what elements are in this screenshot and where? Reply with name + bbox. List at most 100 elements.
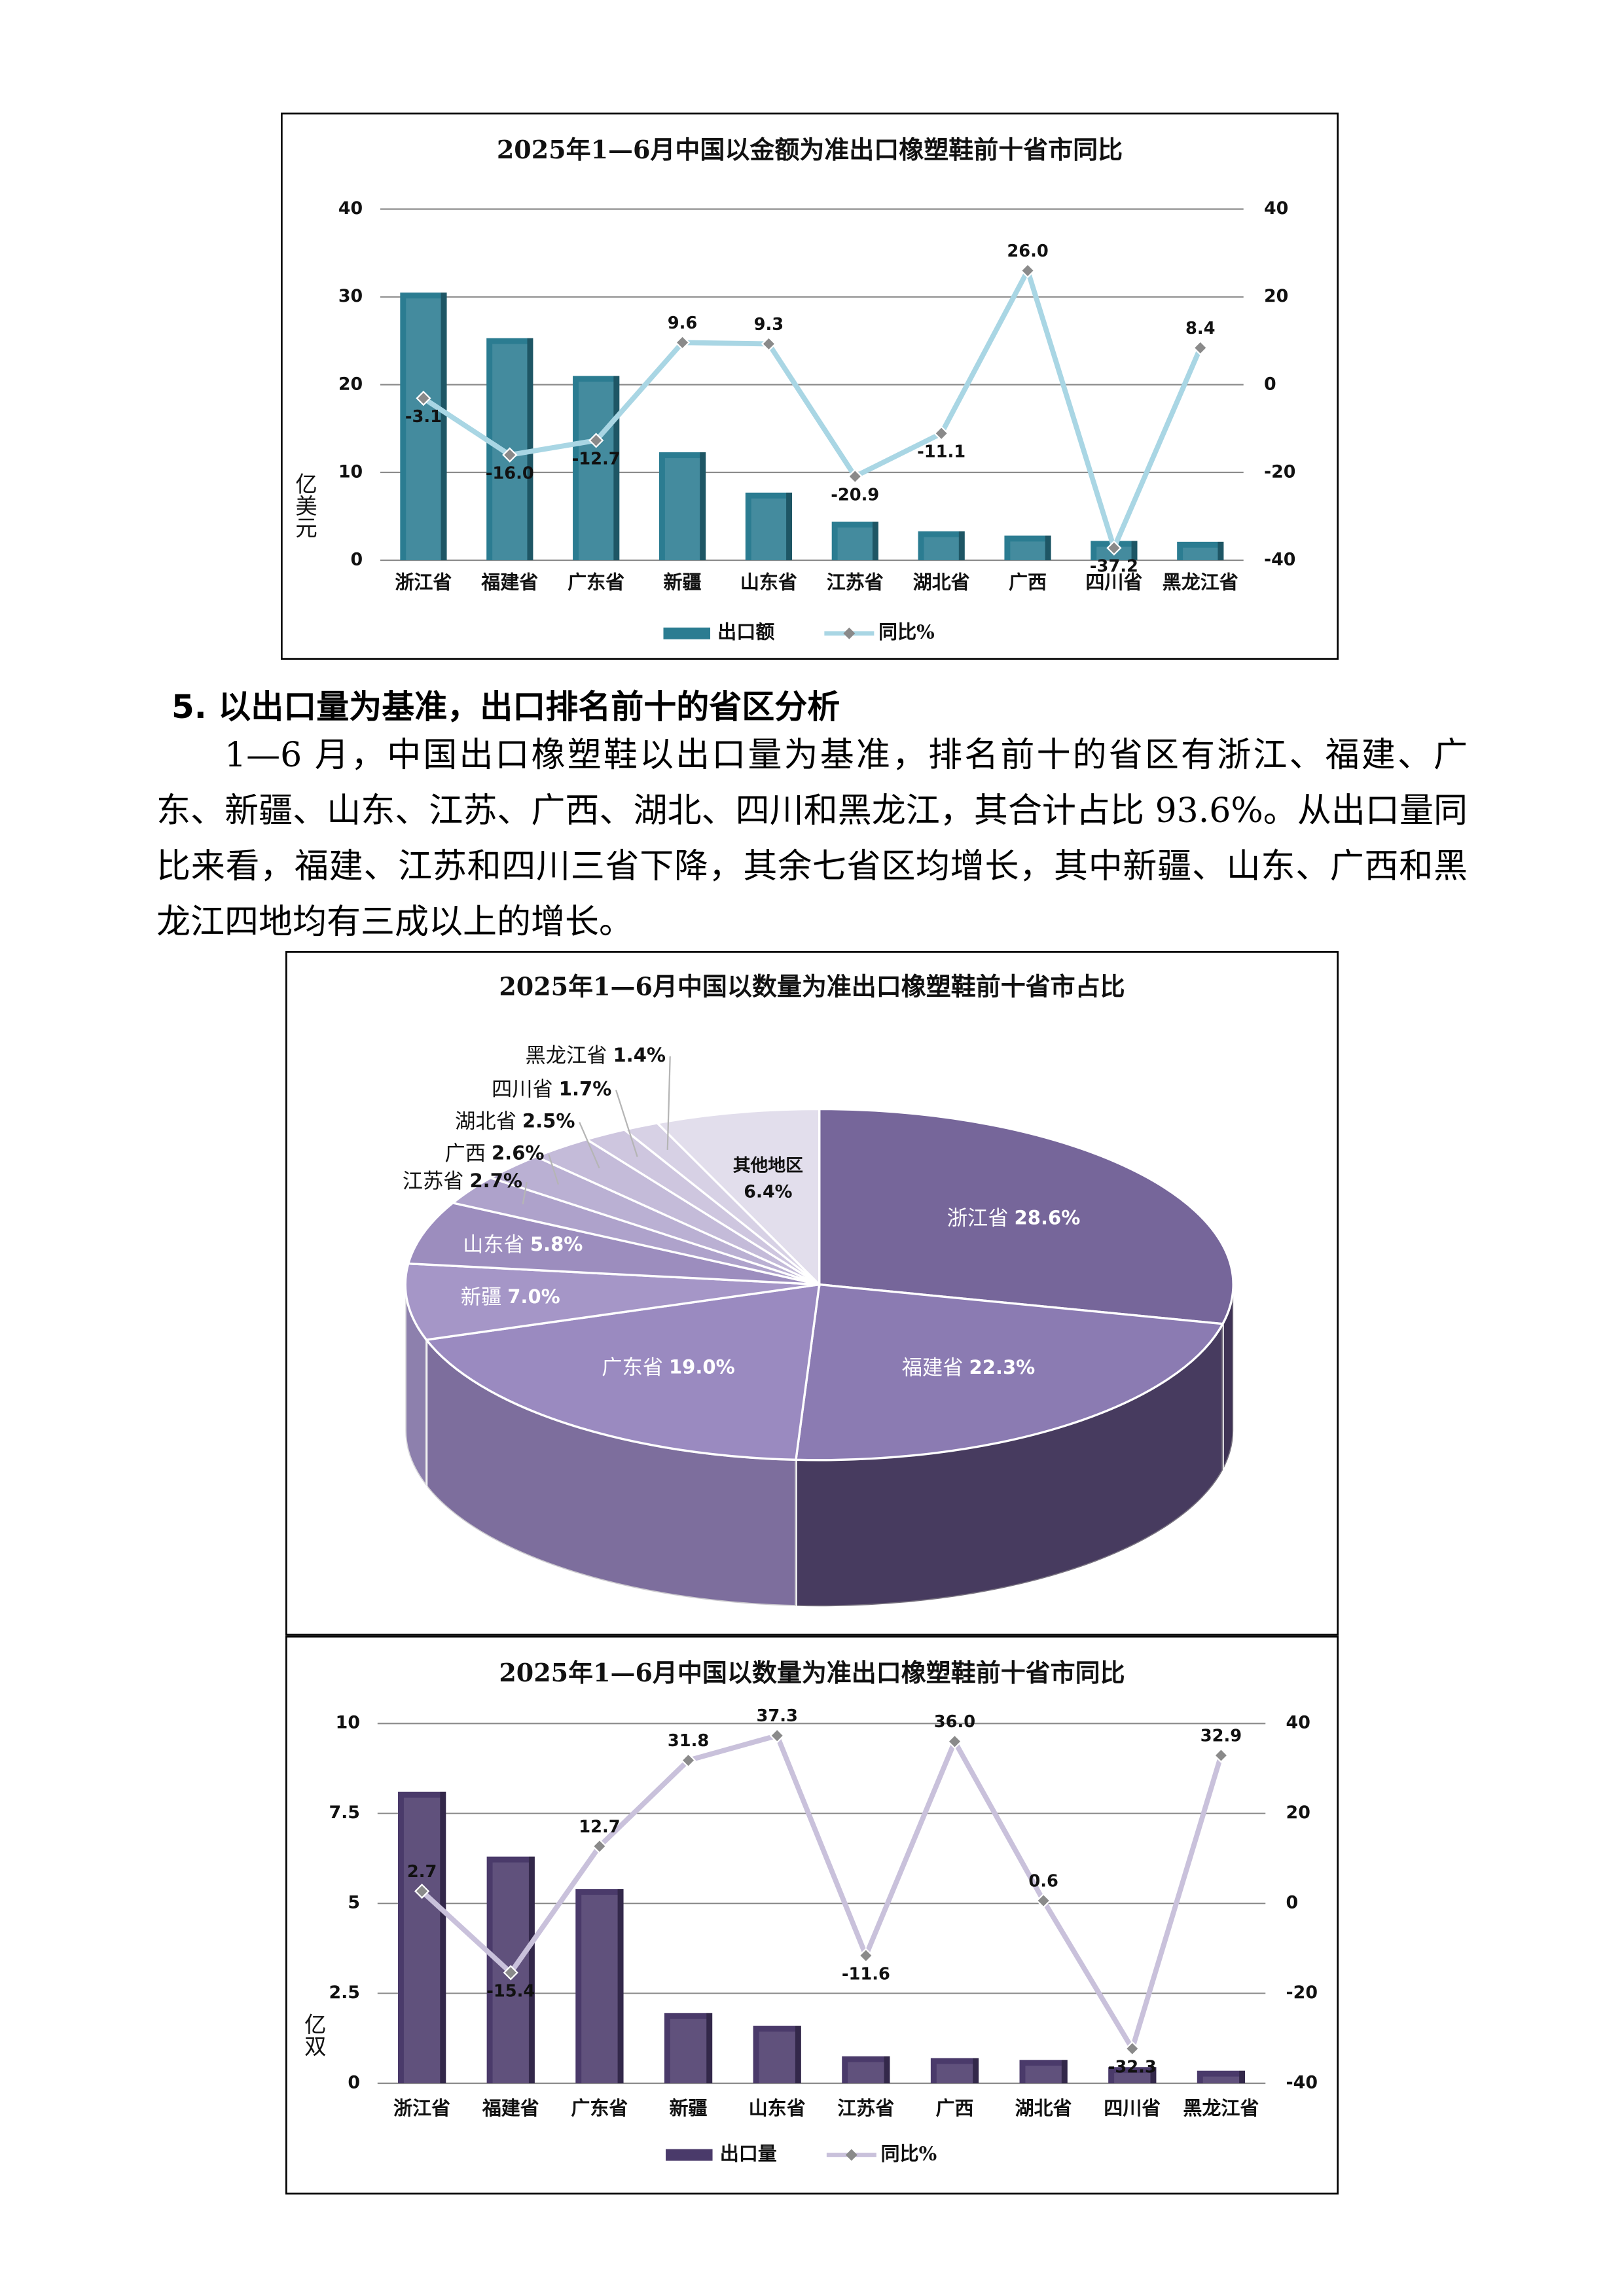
slice-category: 四川省 xyxy=(492,1077,553,1101)
legend-swatch xyxy=(666,2149,713,2161)
data-label: 26.0 xyxy=(1007,242,1048,261)
bar xyxy=(664,2013,713,2083)
bar-edge xyxy=(973,2058,979,2083)
chart-frame xyxy=(281,113,1339,660)
line-marker xyxy=(1020,262,1036,279)
y-tick-label: 0 xyxy=(348,2072,360,2092)
line-marker xyxy=(1106,540,1122,556)
bar-edge xyxy=(958,531,965,560)
x-tick-label: 江苏省 xyxy=(837,2097,894,2119)
bar xyxy=(573,376,620,560)
slice-label: 新疆 7.0% xyxy=(461,1285,560,1308)
slice-value: 2.5% xyxy=(522,1110,575,1132)
x-tick-label: 湖北省 xyxy=(913,571,970,594)
bar-edge xyxy=(528,1856,535,2083)
bar-bevel xyxy=(1025,2066,1062,2083)
data-label: 9.3 xyxy=(754,315,784,334)
chart-quantity-yoy: 2025年1—6月中国以数量为准出口橡塑鞋前十省市同比 0 2.5 5 7.5 10 -40… xyxy=(285,1636,1339,2195)
slice-label: 湖北省 2.5% xyxy=(455,1109,575,1133)
line-marker xyxy=(1213,1748,1229,1763)
slice-label: 浙江省 28.6% xyxy=(947,1206,1081,1230)
line-marker xyxy=(592,1839,607,1854)
bar-bevel xyxy=(848,2062,884,2083)
y2-tick-label: -20 xyxy=(1264,461,1295,482)
legend-label: 出口量 xyxy=(720,2142,777,2164)
y2-tick-label: 40 xyxy=(1264,198,1288,219)
pie-slice xyxy=(795,1283,1225,1462)
x-tick-label: 山东省 xyxy=(749,2097,806,2119)
y-tick-label: 5 xyxy=(348,1893,360,1913)
slice-value: 6.4% xyxy=(744,1182,792,1202)
bar-bevel xyxy=(1010,541,1045,560)
y2-tick-label: -20 xyxy=(1286,1982,1318,2003)
slice-category: 江苏省 xyxy=(403,1170,464,1193)
bar xyxy=(831,521,878,560)
y-tick-label: 2.5 xyxy=(329,1982,359,2003)
data-label: -16.0 xyxy=(486,464,534,484)
data-label: -12.7 xyxy=(572,449,621,469)
y-axis-label: 亿双 xyxy=(300,2013,326,2057)
y2-tick-label: -40 xyxy=(1286,2072,1318,2092)
chart-frame xyxy=(285,1636,1339,2195)
legend-swatch xyxy=(663,627,711,639)
bar-edge xyxy=(440,1791,446,2083)
line-marker xyxy=(947,1734,963,1749)
slice-value: 1.4% xyxy=(613,1044,666,1066)
bar-edge xyxy=(884,2056,890,2083)
slice-category: 福建省 xyxy=(902,1356,964,1380)
bar-edge xyxy=(706,2013,713,2083)
bar-edge xyxy=(1239,2070,1246,2083)
data-label: 2.7 xyxy=(407,1862,437,1882)
line-marker xyxy=(1125,2041,1140,2056)
bar xyxy=(575,1889,624,2083)
x-tick-label: 浙江省 xyxy=(395,571,452,594)
line-marker xyxy=(416,390,431,406)
bar-bevel xyxy=(664,457,700,560)
leader-line xyxy=(666,1056,671,1150)
x-tick-label: 黑龙江省 xyxy=(1163,571,1238,594)
legend-label: 同比% xyxy=(878,621,935,643)
bar xyxy=(842,2056,890,2083)
pie-side-shade xyxy=(405,1284,427,1486)
bar xyxy=(1004,535,1051,560)
line-marker xyxy=(933,425,949,441)
x-tick-label: 黑龙江省 xyxy=(1183,2097,1259,2119)
y-axis-label: 亿美元 xyxy=(292,473,317,539)
slice-value: 2.7% xyxy=(469,1170,522,1192)
bar xyxy=(745,492,793,560)
leader-line xyxy=(522,1181,528,1205)
x-tick-label: 四川省 xyxy=(1085,571,1142,594)
line-marker xyxy=(858,1948,874,1964)
data-label: -11.1 xyxy=(917,442,965,462)
slice-category: 新疆 xyxy=(461,1285,502,1308)
chart-title: 2025年1—6月中国以数量为准出口橡塑鞋前十省市同比 xyxy=(499,1658,1125,1687)
slice-value: 2.6% xyxy=(492,1142,545,1164)
bar-bevel xyxy=(924,537,959,560)
section-heading: 5. 以出口量为基准，出口排名前十的省区分析 xyxy=(171,688,840,726)
slice-value: 5.8% xyxy=(530,1233,583,1255)
data-label: -11.6 xyxy=(842,1964,890,1984)
data-label: 0.6 xyxy=(1028,1871,1058,1891)
bar-bevel xyxy=(1183,547,1218,560)
x-tick-label: 新疆 xyxy=(670,2097,708,2119)
y2-tick-label: 0 xyxy=(1264,374,1276,394)
data-label: 31.8 xyxy=(668,1731,709,1751)
bar xyxy=(1108,2067,1157,2083)
x-tick-label: 江苏省 xyxy=(827,571,884,594)
line-marker xyxy=(414,1883,430,1899)
data-label: -20.9 xyxy=(831,485,879,505)
chart-amount-yoy: 2025年1—6月中国以金额为准出口橡塑鞋前十省市同比 0 10 20 30 40 -40 -… xyxy=(281,113,1339,660)
section-paragraph: 1—6 月，中国出口橡塑鞋以出口量为基准，排名前十的省区有浙江、福建、广东、新疆… xyxy=(156,736,1468,942)
y-tick-label: 20 xyxy=(338,374,363,394)
line-marker xyxy=(680,1752,696,1768)
x-tick-label: 广东省 xyxy=(568,571,624,594)
bar xyxy=(753,2026,801,2083)
data-label: -15.4 xyxy=(486,1981,535,2001)
data-label: 37.3 xyxy=(757,1706,798,1726)
data-label: 12.7 xyxy=(579,1817,620,1837)
line-marker xyxy=(761,336,777,352)
pie-slice xyxy=(424,1283,821,1462)
chart-title: 2025年1—6月中国以数量为准出口橡塑鞋前十省市占比 xyxy=(499,972,1125,1001)
bar-bevel xyxy=(751,498,787,560)
slice-category: 广西 xyxy=(444,1141,486,1165)
